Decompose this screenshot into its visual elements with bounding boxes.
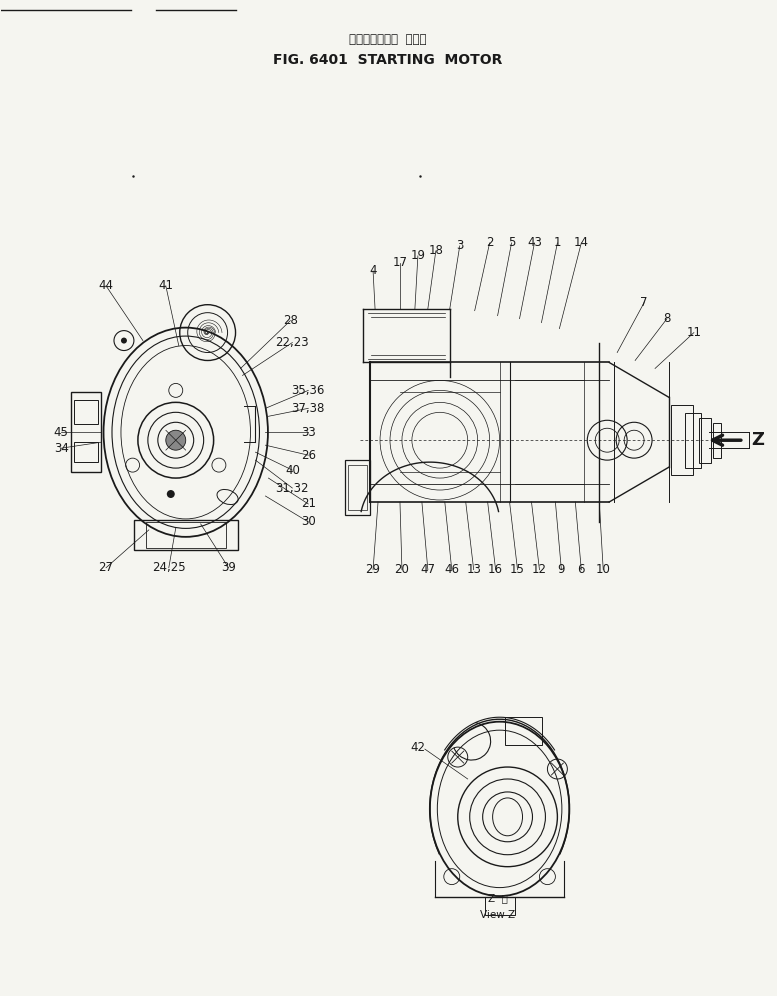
Text: 20: 20	[395, 564, 409, 577]
Text: Z  矢: Z 矢	[488, 893, 507, 903]
Bar	[713, 423, 721, 458]
Bar	[685, 413, 701, 468]
Text: 27: 27	[99, 562, 113, 575]
Text: 12: 12	[532, 564, 547, 577]
Text: Z: Z	[751, 431, 765, 449]
Text: 31,32: 31,32	[276, 481, 309, 495]
Text: 43: 43	[527, 236, 542, 249]
Text: 15: 15	[510, 564, 525, 577]
Circle shape	[167, 490, 175, 498]
Text: 42: 42	[410, 741, 425, 754]
Text: スターティング  モータ: スターティング モータ	[349, 33, 427, 46]
Bar	[348, 465, 367, 510]
Text: 5: 5	[508, 236, 515, 249]
Bar	[134, 520, 238, 550]
Text: 40: 40	[285, 463, 300, 477]
Text: 10: 10	[596, 564, 611, 577]
Text: 17: 17	[392, 256, 407, 269]
Text: FIG. 6401  STARTING  MOTOR: FIG. 6401 STARTING MOTOR	[274, 53, 503, 67]
Text: 26: 26	[301, 448, 315, 462]
Bar	[485, 896, 514, 914]
Bar	[74, 400, 98, 424]
Text: 28: 28	[283, 314, 298, 327]
Text: 35,36: 35,36	[291, 383, 325, 396]
Bar	[504, 717, 542, 745]
Text: 45: 45	[54, 425, 68, 438]
Text: 34: 34	[54, 441, 68, 455]
Bar	[71, 392, 101, 472]
Text: 2: 2	[486, 236, 493, 249]
Text: 14: 14	[573, 236, 589, 249]
Text: 13: 13	[466, 564, 481, 577]
Text: 19: 19	[410, 249, 425, 262]
Text: 11: 11	[686, 326, 702, 339]
Text: 7: 7	[640, 296, 648, 309]
Text: 3: 3	[456, 239, 463, 252]
Text: 8: 8	[664, 312, 671, 325]
Text: 22,23: 22,23	[276, 336, 309, 349]
Text: 37,38: 37,38	[291, 401, 325, 414]
Text: 33: 33	[301, 425, 315, 438]
Bar	[345, 460, 370, 515]
Text: View Z: View Z	[480, 909, 515, 919]
Bar	[699, 418, 711, 463]
Text: 16: 16	[488, 564, 503, 577]
Text: 21: 21	[301, 497, 315, 511]
Text: 4: 4	[369, 264, 377, 277]
Circle shape	[166, 430, 186, 450]
Bar	[74, 442, 98, 462]
Text: 39: 39	[221, 562, 236, 575]
Text: 30: 30	[301, 515, 315, 529]
Text: 41: 41	[159, 279, 173, 292]
Text: 18: 18	[428, 244, 443, 257]
Text: 47: 47	[420, 564, 435, 577]
Text: 44: 44	[99, 279, 113, 292]
Bar	[146, 522, 225, 548]
Text: 24,25: 24,25	[152, 562, 186, 575]
Text: 9: 9	[558, 564, 565, 577]
Circle shape	[121, 338, 127, 344]
Bar	[671, 405, 693, 475]
Text: 29: 29	[365, 564, 381, 577]
Text: 46: 46	[444, 564, 459, 577]
Text: 1: 1	[554, 236, 561, 249]
Text: 6: 6	[577, 564, 585, 577]
